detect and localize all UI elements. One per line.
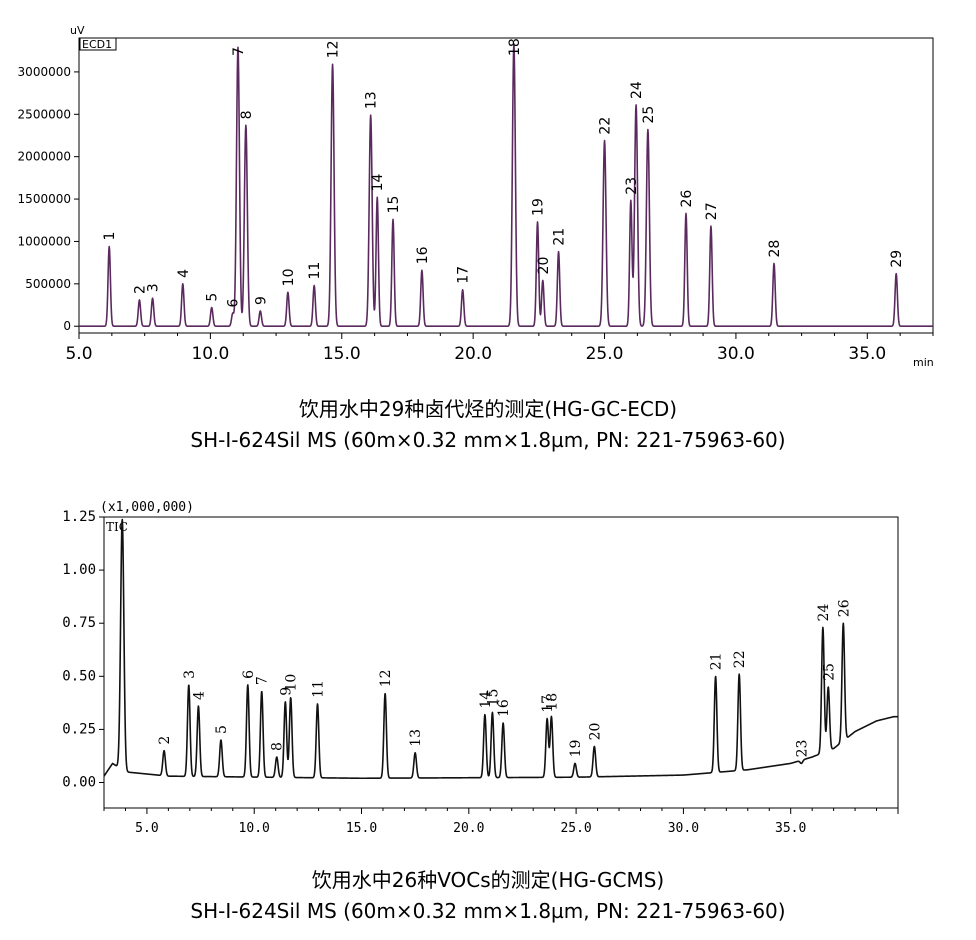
peak-label: 18 bbox=[544, 693, 560, 711]
peak-label: 18 bbox=[507, 38, 523, 56]
x-tick-label: 10.0 bbox=[191, 344, 229, 364]
peak-label: 26 bbox=[836, 599, 852, 617]
peak-label: 14 bbox=[478, 691, 494, 709]
peak-label: 6 bbox=[241, 670, 257, 679]
peak-label: 22 bbox=[598, 117, 614, 135]
peak-label: 9 bbox=[253, 296, 269, 305]
y-tick-label: 0.00 bbox=[62, 775, 96, 791]
peak-label: 3 bbox=[182, 670, 198, 679]
peak-label: 22 bbox=[732, 650, 748, 668]
peak-label: 10 bbox=[284, 674, 300, 692]
peak-label: 21 bbox=[552, 228, 568, 246]
peak-label: 23 bbox=[794, 740, 810, 758]
x-tick-label: 30.0 bbox=[717, 344, 755, 364]
peak-label: 20 bbox=[536, 257, 552, 275]
y-unit-label: uV bbox=[70, 24, 85, 37]
ecd-caption: 饮用水中29种卤代烃的测定(HG-GC-ECD) SH-I-624Sil MS … bbox=[0, 394, 976, 456]
peak-label: 13 bbox=[364, 91, 380, 109]
peak-label: 7 bbox=[231, 47, 247, 56]
y-tick-label: 0.50 bbox=[62, 668, 96, 684]
peak-label: 9 bbox=[278, 687, 294, 696]
ecd-caption-column: SH-I-624Sil MS (60m×0.32 mm×1.8µm, PN: 2… bbox=[190, 428, 786, 452]
ecd-chromatogram: 0 500000 1000000 1500000 2000000 2500000 30000… bbox=[18, 24, 934, 369]
ecd-caption-title: 饮用水中29种卤代烃的测定(HG-GC-ECD) bbox=[298, 397, 678, 421]
y-tick-label: 2500000 bbox=[18, 107, 71, 121]
x-tick-label: 15.0 bbox=[323, 344, 361, 364]
plot-frame bbox=[103, 516, 899, 809]
y-tick-label: 1.00 bbox=[62, 562, 96, 578]
peak-label: 8 bbox=[239, 110, 255, 119]
peak-label: 14 bbox=[370, 173, 386, 191]
y-tick-label: 0 bbox=[63, 319, 71, 333]
peak-label: 27 bbox=[704, 202, 720, 220]
peak-label: 17 bbox=[456, 266, 472, 284]
signal-trace bbox=[103, 518, 899, 780]
peak-label: 10 bbox=[281, 268, 297, 286]
peak-label: 19 bbox=[531, 198, 547, 216]
legend-box bbox=[79, 37, 117, 51]
gcms-chromatogram: 0.00 0.25 0.50 0.75 1.00 1.25 5.0 10.0 15.0 20.0 2… bbox=[62, 500, 899, 836]
x-tick-label: 10.0 bbox=[239, 821, 270, 836]
peak-label: 1 bbox=[102, 232, 118, 241]
peak-label: 13 bbox=[408, 729, 424, 747]
peak-label: 7 bbox=[255, 676, 271, 685]
y-tick-label: 500000 bbox=[25, 277, 71, 291]
peak-label: 15 bbox=[386, 196, 402, 214]
gcms-caption-column: SH-I-624Sil MS (60m×0.32 mm×1.8µm, PN: 2… bbox=[190, 899, 786, 923]
x-unit-label: min bbox=[913, 356, 934, 369]
peak-label: 12 bbox=[378, 669, 394, 687]
peak-label: 21 bbox=[709, 652, 725, 670]
plot-frame bbox=[78, 37, 934, 334]
peak-label: 3 bbox=[146, 283, 162, 292]
x-tick-label: 35.0 bbox=[848, 344, 886, 364]
peak-label: 23 bbox=[624, 177, 640, 195]
peak-label: 8 bbox=[270, 742, 286, 751]
peak-label: 26 bbox=[679, 190, 695, 208]
peak-label: 25 bbox=[641, 106, 657, 124]
peak-label: 16 bbox=[415, 246, 431, 264]
peak-label: 24 bbox=[629, 81, 645, 99]
x-tick-label: 20.0 bbox=[454, 344, 492, 364]
y-tick-label: 1500000 bbox=[18, 192, 71, 206]
y-tick-label: 1.25 bbox=[62, 509, 96, 525]
legend-label: ECD1 bbox=[82, 38, 112, 51]
peak-label: 4 bbox=[176, 269, 192, 278]
peak-label: 5 bbox=[214, 725, 230, 734]
gcms-caption: 饮用水中26种VOCs的测定(HG-GCMS) SH-I-624Sil MS (… bbox=[0, 865, 976, 927]
peak-label: 11 bbox=[311, 680, 327, 698]
y-tick-label: 0.75 bbox=[62, 615, 96, 631]
peak-label: 2 bbox=[157, 736, 173, 745]
x-tick-label: 35.0 bbox=[775, 821, 806, 836]
y-tick-label: 1000000 bbox=[18, 234, 71, 248]
x-tick-label: 25.0 bbox=[560, 821, 591, 836]
gcms-caption-title: 饮用水中26种VOCs的测定(HG-GCMS) bbox=[311, 868, 665, 892]
x-tick-label: 5.0 bbox=[65, 344, 92, 364]
peak-label: 20 bbox=[587, 723, 603, 741]
x-tick-label: 30.0 bbox=[668, 821, 699, 836]
y-tick-label: 0.25 bbox=[62, 721, 96, 737]
legend-label: TIC bbox=[106, 520, 128, 534]
x-tick-label: 25.0 bbox=[586, 344, 624, 364]
peak-label: 19 bbox=[568, 740, 584, 758]
peak-label: 24 bbox=[816, 604, 832, 622]
x-tick-label: 20.0 bbox=[453, 821, 484, 836]
peak-label: 17 bbox=[540, 695, 556, 713]
peak-label: 4 bbox=[191, 691, 207, 700]
y-scale-label: (x1,000,000) bbox=[100, 500, 194, 515]
peak-label: 6 bbox=[226, 299, 242, 308]
peak-label: 29 bbox=[889, 250, 905, 268]
peak-label: 11 bbox=[307, 262, 323, 280]
y-tick-label: 3000000 bbox=[18, 65, 71, 79]
x-tick-label: 15.0 bbox=[346, 821, 377, 836]
peak-label: 5 bbox=[205, 293, 221, 302]
x-tick-label: 5.0 bbox=[135, 821, 158, 836]
y-tick-label: 2000000 bbox=[18, 150, 71, 164]
peak-label: 2 bbox=[132, 285, 148, 294]
peak-label: 15 bbox=[485, 689, 501, 707]
peak-label: 16 bbox=[496, 699, 512, 717]
peak-label: 28 bbox=[767, 240, 783, 258]
peak-label: 12 bbox=[326, 40, 342, 58]
signal-trace bbox=[78, 43, 934, 328]
peak-label: 25 bbox=[821, 663, 837, 681]
